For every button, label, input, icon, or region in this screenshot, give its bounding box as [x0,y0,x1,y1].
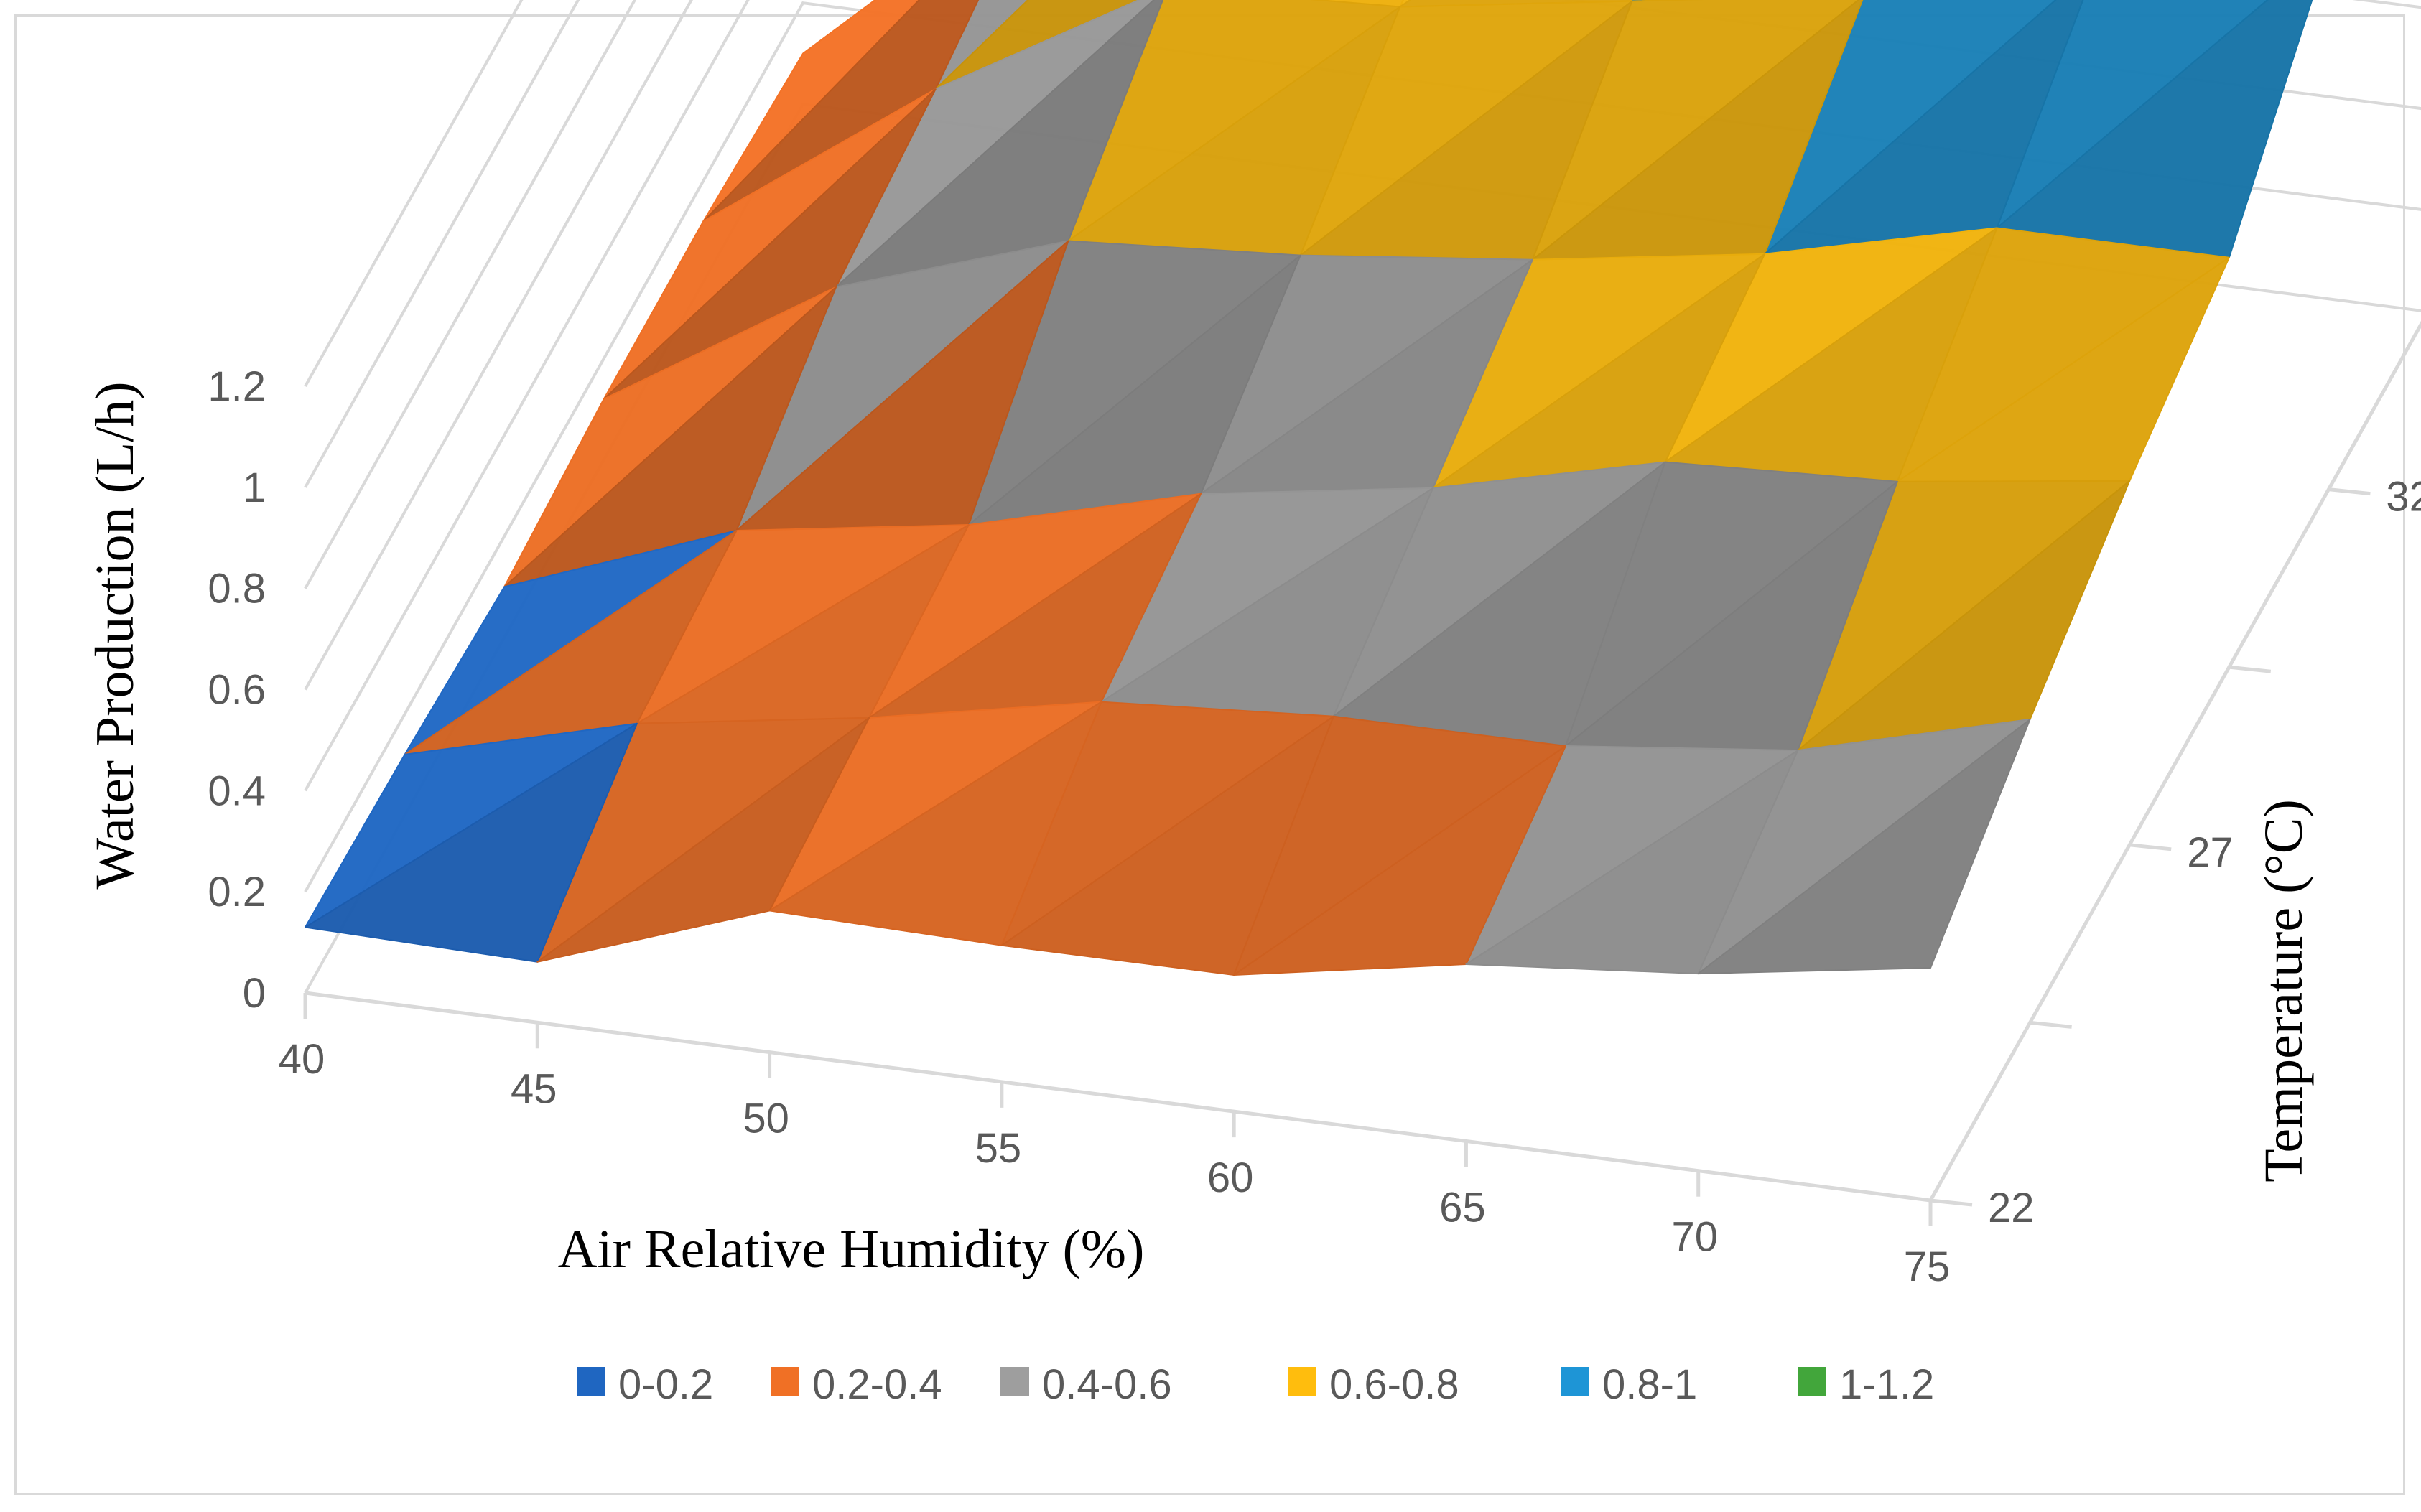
x-tick-label: 55 [975,1125,1022,1172]
surface-facet [768,701,1102,946]
legend-label: 0.4-0.6 [1042,1361,1172,1408]
z-axis-line [1928,320,2421,1202]
surface-facet [305,722,638,963]
x-tick-label: 75 [1904,1243,1951,1290]
z-tick-label: 32 [2386,474,2421,521]
surface-facet [1697,718,2031,975]
tick-labels: 0 0.2 0.4 0.6 0.8 1 1.2 40 45 50 55 60 65 70 75 22 27 32 [208,363,2421,1290]
surface [305,0,2313,976]
legend-label: 0.8-1 [1602,1361,1697,1408]
legend-swatch [1288,1367,1316,1396]
x-axis-line [305,991,1931,1203]
y-tick-label: 1.2 [208,363,266,410]
legend-label: 1-1.2 [1839,1361,1934,1408]
legend-label: 0.2-0.4 [812,1361,942,1408]
x-tick-label: 45 [511,1065,557,1112]
z-tick-mark [2229,665,2272,673]
y-tick-label: 0 [243,970,266,1017]
x-axis-title: Air Relative Humidity (%) [558,1219,1145,1279]
x-tick-label: 40 [279,1036,325,1083]
y-tick-label: 0.8 [208,566,266,612]
y-gridline [304,0,524,387]
x-tick-label: 70 [1671,1214,1718,1261]
y-gridline [304,0,637,589]
z-tick-label: 22 [1988,1185,2035,1231]
y-axis-title: Water Production (L/h) [85,381,145,889]
surface-facet [536,717,870,963]
axes [303,320,2421,1226]
y-gridline [304,0,2421,691]
legend-swatch [577,1367,605,1396]
y-tick-label: 1 [243,465,266,511]
z-tick-mark [2030,1020,2072,1029]
x-tick-label: 50 [743,1096,789,1142]
legend-swatch [771,1367,799,1396]
z-tick-mark [1930,1198,1973,1207]
y-gridline [304,0,580,488]
legend-label: 0.6-0.8 [1329,1361,1459,1408]
z-tick-mark [2328,487,2371,496]
y-tick-label: 0.4 [208,767,266,814]
legend-swatch [1561,1367,1589,1396]
x-tick-label: 65 [1439,1184,1486,1231]
surface-facet [1000,715,1334,976]
y-tick-label: 0.2 [208,869,266,915]
y-tick-label: 0.6 [208,667,266,714]
x-tick-label: 60 [1207,1154,1254,1201]
legend-swatch [1798,1367,1826,1396]
legend: 0-0.2 0.2-0.4 0.4-0.6 0.6-0.8 0.8-1 1-1.2 [577,1361,1934,1408]
legend-swatch [1000,1367,1029,1396]
z-tick-mark [2129,843,2172,851]
surface-facet [1465,750,1799,975]
legend-label: 0-0.2 [618,1361,713,1408]
surface-facet [1233,745,1566,976]
z-axis-title: Temperature (°C) [2254,799,2314,1182]
z-tick-label: 27 [2187,829,2234,876]
